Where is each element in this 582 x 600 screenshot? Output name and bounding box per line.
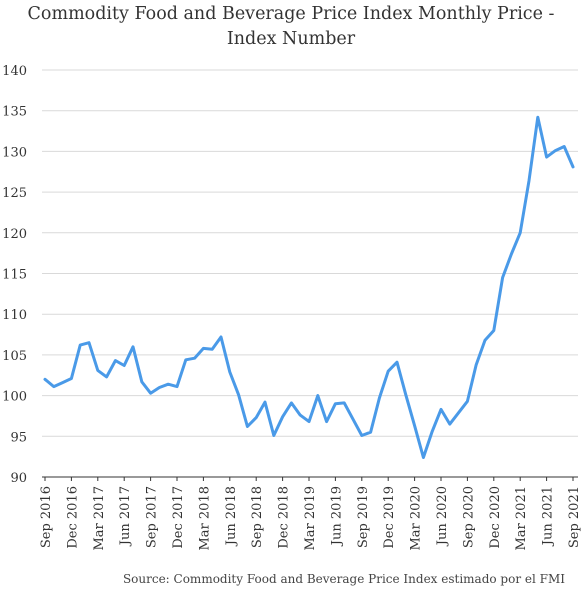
x-tick-label: Jun 2019 <box>329 486 344 547</box>
y-tick-label: 95 <box>10 430 27 445</box>
y-tick-label: 100 <box>2 390 27 405</box>
x-tick-label: Sep 2018 <box>250 486 265 548</box>
x-tick-label: Dec 2019 <box>382 486 397 549</box>
y-axis: 90 95 100 105 110 115 120 125 130 135 140 <box>2 64 27 486</box>
y-tick-label: 135 <box>2 105 27 120</box>
chart-title-line-1: Commodity Food and Beverage Price Index … <box>27 4 555 24</box>
x-tick-label: Dec 2017 <box>171 486 186 549</box>
y-tick-label: 110 <box>2 308 27 323</box>
x-tick-label: Dec 2016 <box>65 486 80 549</box>
x-axis: Sep 2016 Dec 2016 Mar 2017 Jun 2017 Sep 2017… <box>39 476 582 551</box>
x-tick-label: Jun 2017 <box>118 486 133 547</box>
x-tick-label: Sep 2021 <box>567 486 582 548</box>
x-tick-label: Mar 2020 <box>409 486 424 551</box>
x-tick-label: Sep 2019 <box>356 486 371 548</box>
x-tick-label: Jun 2020 <box>435 486 450 547</box>
chart-title: Commodity Food and Beverage Price Index … <box>0 2 582 52</box>
y-tick-label: 120 <box>2 227 27 242</box>
y-tick-label: 125 <box>2 186 27 201</box>
chart-title-line-2: Index Number <box>226 29 356 49</box>
y-tick-label: 130 <box>2 145 27 160</box>
y-tick-label: 105 <box>2 349 27 364</box>
series-line <box>43 115 575 459</box>
x-tick-label: Mar 2018 <box>197 486 212 551</box>
x-tick-label: Jun 2021 <box>541 486 556 547</box>
x-tick-label: Dec 2020 <box>488 486 503 549</box>
x-tick-label: Mar 2021 <box>514 486 529 551</box>
chart-source: Source: Commodity Food and Beverage Pric… <box>122 572 565 586</box>
x-tick-label: Dec 2018 <box>277 486 292 549</box>
y-tick-label: 90 <box>10 471 27 486</box>
x-tick-label: Sep 2020 <box>461 486 476 548</box>
x-tick-label: Mar 2019 <box>303 486 318 551</box>
x-tick-label: Mar 2017 <box>92 486 107 551</box>
y-tick-label: 115 <box>2 268 27 283</box>
x-tick-label: Sep 2016 <box>39 486 54 548</box>
x-tick-label: Sep 2017 <box>145 486 160 548</box>
x-tick-label: Jun 2018 <box>224 486 239 547</box>
y-tick-label: 140 <box>2 64 27 79</box>
gridlines <box>42 69 578 478</box>
series-group <box>43 115 575 459</box>
